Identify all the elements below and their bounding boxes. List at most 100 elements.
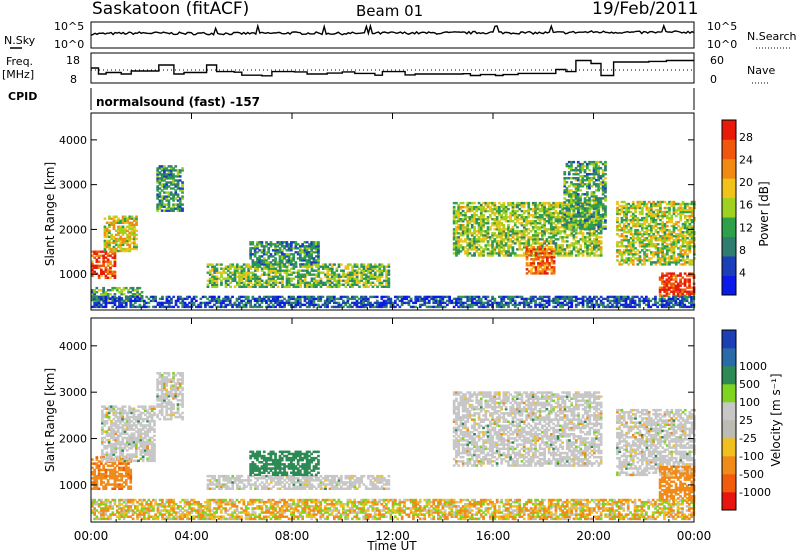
scatter-cell: [100, 293, 103, 295]
scatter-cell: [482, 240, 485, 242]
scatter-cell: [494, 218, 497, 220]
scatter-cell: [632, 201, 635, 203]
scatter-cell: [593, 252, 596, 254]
scatter-cell: [159, 191, 162, 193]
scatter-cell: [673, 255, 676, 257]
scatter-cell: [317, 255, 320, 257]
scatter-cell: [295, 251, 298, 253]
scatter-cell: [679, 272, 682, 274]
scatter-cell: [516, 304, 519, 306]
nave-label: Nave: [747, 64, 775, 77]
scatter-cell: [220, 268, 223, 270]
scatter-cell: [546, 296, 549, 298]
scatter-cell: [315, 274, 318, 276]
scatter-cell: [684, 278, 687, 280]
scatter-cell: [174, 189, 177, 191]
scatter-cell: [388, 263, 391, 265]
scatter-cell: [682, 255, 685, 257]
scatter-cell: [113, 246, 116, 248]
scatter-cell: [623, 229, 626, 231]
scatter-cell: [96, 287, 99, 289]
scatter-cell: [110, 242, 113, 244]
scatter-cell: [290, 268, 293, 270]
scatter-cell: [566, 203, 569, 205]
scatter-cell: [345, 266, 348, 268]
scatter-cell: [371, 296, 374, 298]
scatter-cell: [107, 265, 110, 267]
scatter-cell: [324, 263, 327, 265]
scatter-cell: [523, 226, 526, 228]
scatter-cell: [650, 203, 653, 205]
scatter-cell: [290, 253, 293, 255]
power-scatter: [91, 161, 696, 308]
scatter-cell: [181, 203, 184, 205]
scatter-cell: [577, 161, 580, 163]
scatter-cell: [268, 280, 271, 282]
scatter-cell: [313, 241, 316, 243]
scatter-cell: [512, 220, 515, 222]
scatter-cell: [252, 259, 255, 261]
scatter-cell: [498, 240, 501, 242]
scatter-cell: [588, 223, 591, 225]
scatter-cell: [107, 293, 110, 295]
scatter-cell: [595, 223, 598, 225]
scatter-cell: [475, 230, 478, 232]
scatter-cell: [675, 233, 678, 235]
scatter-cell: [457, 226, 460, 228]
scatter-cell: [503, 304, 506, 306]
scatter-cell: [600, 215, 603, 217]
scatter-cell: [657, 255, 660, 257]
scatter-cell: [684, 231, 687, 233]
scatter-cell: [668, 201, 671, 203]
scatter-cell: [380, 302, 383, 304]
scatter-cell: [179, 179, 182, 181]
scatter-cell: [310, 296, 313, 298]
scatter-cell: [281, 276, 284, 278]
scatter-cell: [575, 236, 578, 238]
scatter-cell: [161, 296, 164, 298]
scatter-cell: [566, 177, 569, 179]
scatter-cell: [281, 280, 284, 282]
scatter-cell: [156, 206, 159, 208]
scatter-cell: [252, 253, 255, 255]
scatter-cell: [249, 255, 252, 257]
scatter-cell: [125, 302, 128, 304]
scatter-cell: [581, 167, 584, 169]
scatter-cell: [311, 274, 314, 276]
scatter-cell: [634, 241, 637, 243]
scatter-cell: [129, 287, 132, 289]
scatter-cell: [378, 280, 381, 282]
scatter-cell: [535, 258, 538, 260]
scatter-cell: [688, 278, 691, 280]
scatter-cell: [374, 284, 377, 286]
scatter-cell: [684, 215, 687, 217]
scatter-cell: [598, 236, 601, 238]
scatter-cell: [338, 263, 341, 265]
scatter-cell: [320, 280, 323, 282]
scatter-cell: [114, 296, 117, 298]
scatter-cell: [428, 306, 431, 308]
scatter-cell: [572, 191, 575, 193]
scatter-cell: [588, 197, 591, 199]
scatter-cell: [627, 207, 630, 209]
scatter-cell: [107, 269, 110, 271]
scatter-cell: [439, 296, 442, 298]
scatter-cell: [455, 254, 458, 256]
scatter-cell: [181, 195, 184, 197]
scatter-cell: [170, 197, 173, 199]
scatter-cell: [464, 296, 467, 298]
scatter-cell: [261, 255, 264, 257]
nave-tick-top: 60: [710, 54, 724, 67]
scatter-cell: [306, 306, 309, 308]
scatter-cell: [227, 280, 230, 282]
scatter-cell: [657, 201, 660, 203]
scatter-cell: [632, 215, 635, 217]
scatter-cell: [211, 296, 214, 298]
scatter-cell: [261, 284, 264, 286]
scatter-cell: [172, 306, 175, 308]
scatter-cell: [272, 243, 275, 245]
scatter-cell: [399, 296, 402, 298]
scatter-cell: [125, 296, 128, 298]
scatter-cell: [462, 246, 465, 248]
scatter-cell: [491, 296, 494, 298]
